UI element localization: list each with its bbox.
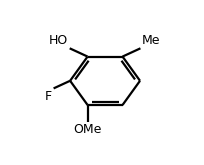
Text: OMe: OMe bbox=[73, 123, 101, 136]
Text: Me: Me bbox=[141, 34, 160, 47]
Text: F: F bbox=[45, 90, 52, 103]
Text: HO: HO bbox=[49, 34, 68, 47]
